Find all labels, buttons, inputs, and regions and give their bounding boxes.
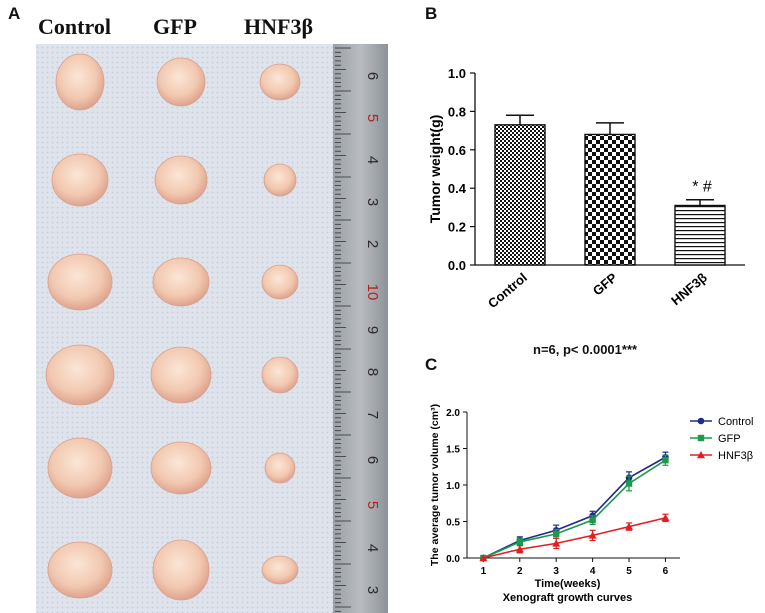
tumor bbox=[45, 344, 115, 406]
data-point bbox=[479, 554, 488, 562]
ruler bbox=[333, 44, 388, 613]
column-label-hnf3b: HNF3β bbox=[244, 14, 314, 39]
y-axis-label: The average tumor volume (cm³) bbox=[429, 404, 441, 566]
x-tick-label: 3 bbox=[553, 566, 559, 577]
y-tick-label: 0.4 bbox=[448, 181, 467, 196]
y-tick-label: 0.8 bbox=[448, 104, 466, 119]
x-tick-label: HNF3β bbox=[668, 270, 710, 308]
legend-label: Control bbox=[718, 416, 753, 428]
legend-marker bbox=[697, 417, 705, 425]
ruler-ticks bbox=[335, 47, 351, 612]
photo-background bbox=[36, 44, 336, 613]
data-point bbox=[552, 539, 561, 547]
ruler-number: 5 bbox=[364, 501, 381, 509]
tumor-specimens bbox=[45, 53, 301, 601]
tumor bbox=[264, 452, 296, 484]
legend-label: HNF3β bbox=[718, 450, 753, 462]
data-point bbox=[516, 538, 523, 546]
column-label-gfp: GFP bbox=[153, 14, 197, 39]
chart-caption: Xenograft growth curves bbox=[503, 592, 633, 604]
panel-b-letter: B bbox=[425, 4, 438, 23]
y-tick-label: 0.2 bbox=[448, 220, 466, 235]
y-tick-label: 1.5 bbox=[446, 445, 460, 456]
x-tick-label: 6 bbox=[663, 566, 669, 577]
panel-a-letter: A bbox=[8, 4, 21, 23]
tumor bbox=[150, 441, 212, 495]
tumor bbox=[261, 356, 299, 394]
legend-label: GFP bbox=[718, 433, 741, 445]
data-point bbox=[553, 530, 560, 538]
tumor bbox=[47, 253, 113, 311]
x-tick-label: Control bbox=[485, 270, 530, 311]
y-tick-label: 0.0 bbox=[446, 554, 460, 565]
bar bbox=[674, 204, 726, 266]
ruler-number: 4 bbox=[364, 156, 381, 164]
tumor bbox=[47, 541, 113, 599]
tumor bbox=[51, 153, 109, 207]
y-tick-label: 1.0 bbox=[448, 66, 466, 81]
series-line bbox=[483, 456, 666, 559]
ruler-number: 3 bbox=[364, 586, 381, 594]
series-line bbox=[483, 517, 666, 559]
ruler-number: 8 bbox=[364, 368, 381, 376]
x-tick-label: 1 bbox=[481, 566, 487, 577]
x-tick-label: GFP bbox=[590, 270, 620, 299]
tumor bbox=[261, 264, 299, 300]
y-tick-label: 0.5 bbox=[446, 518, 460, 529]
bar bbox=[584, 133, 636, 266]
ruler-number: 7 bbox=[364, 411, 381, 419]
ruler-numbers: 6 5 4 3 2 10 9 8 7 6 5 4 3 bbox=[364, 72, 381, 594]
y-axis-label: Tumor weight(g) bbox=[427, 115, 443, 224]
y-tick-label: 1.0 bbox=[446, 481, 460, 492]
x-tick-label: 2 bbox=[517, 566, 523, 577]
line-chart: 0.0 0.5 1.0 1.5 2.0 1 2 3 4 5 6 Time(weeks) Xenograf… bbox=[429, 404, 753, 604]
data-point bbox=[625, 522, 634, 530]
y-tick-label: 2.0 bbox=[446, 408, 460, 419]
data-point bbox=[661, 513, 670, 522]
x-axis-label: Time(weeks) bbox=[535, 578, 601, 590]
tumor bbox=[47, 437, 113, 499]
data-point bbox=[589, 516, 596, 524]
tumor bbox=[150, 346, 212, 404]
ruler-number: 9 bbox=[364, 326, 381, 334]
ruler-number: 3 bbox=[364, 198, 381, 206]
x-tick-label: 4 bbox=[590, 566, 596, 577]
stats-note: n=6, p< 0.0001*** bbox=[533, 342, 638, 357]
bar-chart: 0.0 0.2 0.4 0.6 0.8 1.0 Tumor weight(g) Control… bbox=[427, 66, 745, 311]
column-label-control: Control bbox=[38, 14, 111, 39]
data-point bbox=[662, 456, 669, 464]
ruler-number: 6 bbox=[364, 456, 381, 464]
legend-marker bbox=[697, 451, 705, 459]
tumor bbox=[259, 63, 301, 101]
series-line bbox=[483, 459, 666, 559]
x-tick-label: 5 bbox=[626, 566, 632, 577]
tumor bbox=[156, 57, 206, 107]
y-tick-label: 0.0 bbox=[448, 258, 466, 273]
ruler-number: 4 bbox=[364, 544, 381, 552]
legend-marker bbox=[697, 434, 705, 442]
ruler-number: 2 bbox=[364, 240, 381, 248]
data-point bbox=[588, 531, 597, 539]
data-point bbox=[625, 480, 633, 487]
tumor bbox=[152, 257, 210, 307]
tumor bbox=[55, 53, 105, 111]
tumor bbox=[152, 539, 210, 601]
data-point bbox=[515, 545, 524, 553]
tumor bbox=[263, 163, 297, 197]
tumor bbox=[154, 155, 208, 205]
y-tick-label: 0.6 bbox=[448, 143, 466, 158]
ruler-number: 6 bbox=[364, 72, 381, 80]
tumor bbox=[261, 555, 299, 585]
ruler-number: 10 bbox=[364, 284, 381, 301]
significance-annotation: * # bbox=[692, 179, 712, 196]
ruler-number: 5 bbox=[364, 114, 381, 122]
panel-c-letter: C bbox=[425, 355, 438, 374]
bar bbox=[494, 124, 546, 266]
